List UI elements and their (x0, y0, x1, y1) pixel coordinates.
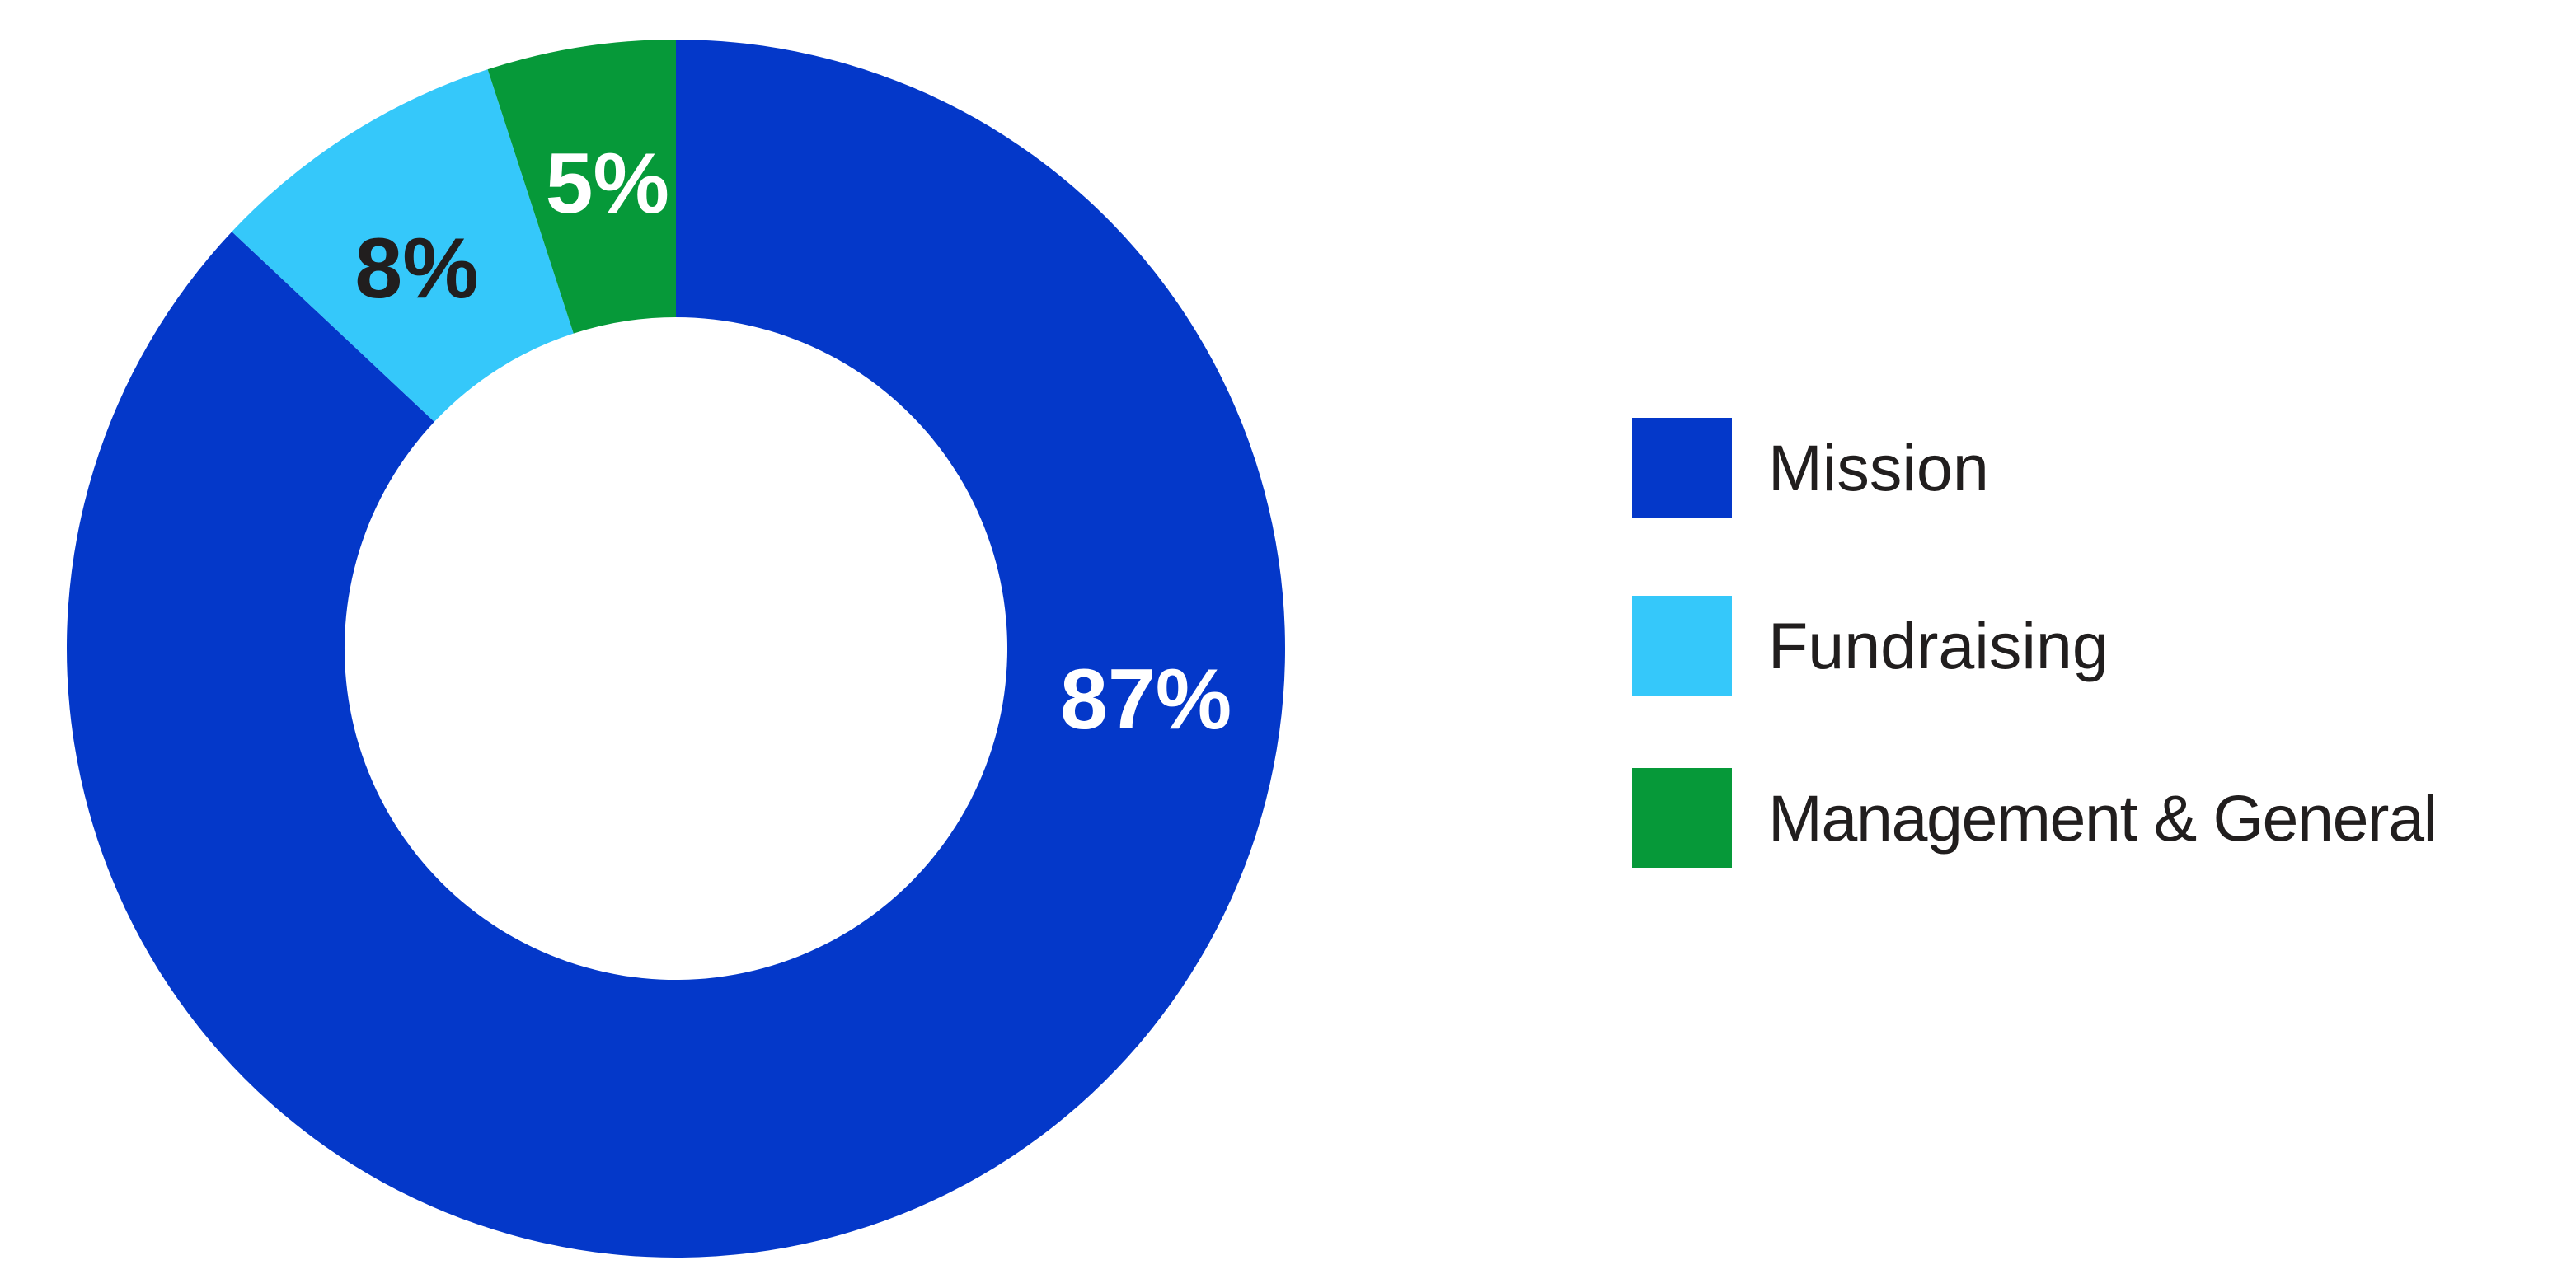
legend-swatch-management-general (1632, 768, 1732, 868)
legend-item-fundraising: Fundraising (1632, 596, 2437, 696)
legend-swatch-fundraising (1632, 596, 1732, 696)
donut-slice-management-general (487, 40, 676, 334)
slice-label-fundraising: 8% (354, 221, 479, 317)
slice-label-management-general: 5% (545, 136, 669, 232)
legend: Mission Fundraising Management & General (1632, 418, 2438, 868)
legend-label-fundraising: Fundraising (1768, 609, 2109, 682)
legend-swatch-mission (1632, 418, 1732, 518)
legend-item-management-general: Management & General (1632, 768, 2438, 868)
donut-slice-mission (66, 40, 1285, 1258)
legend-label-management-general: Management & General (1768, 781, 2438, 855)
legend-label-mission: Mission (1768, 431, 1989, 504)
donut-slice-fundraising (232, 69, 574, 422)
legend-item-mission: Mission (1632, 418, 2437, 518)
slice-label-mission: 87% (1060, 651, 1232, 747)
